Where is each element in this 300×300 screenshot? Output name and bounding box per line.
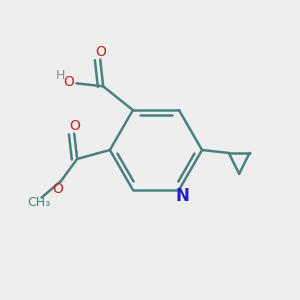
Text: H: H <box>56 69 65 82</box>
Text: O: O <box>52 182 63 196</box>
Text: O: O <box>69 119 80 133</box>
Text: CH₃: CH₃ <box>27 196 50 209</box>
Text: O: O <box>95 45 106 59</box>
Text: O: O <box>64 75 74 89</box>
Text: N: N <box>175 188 189 206</box>
